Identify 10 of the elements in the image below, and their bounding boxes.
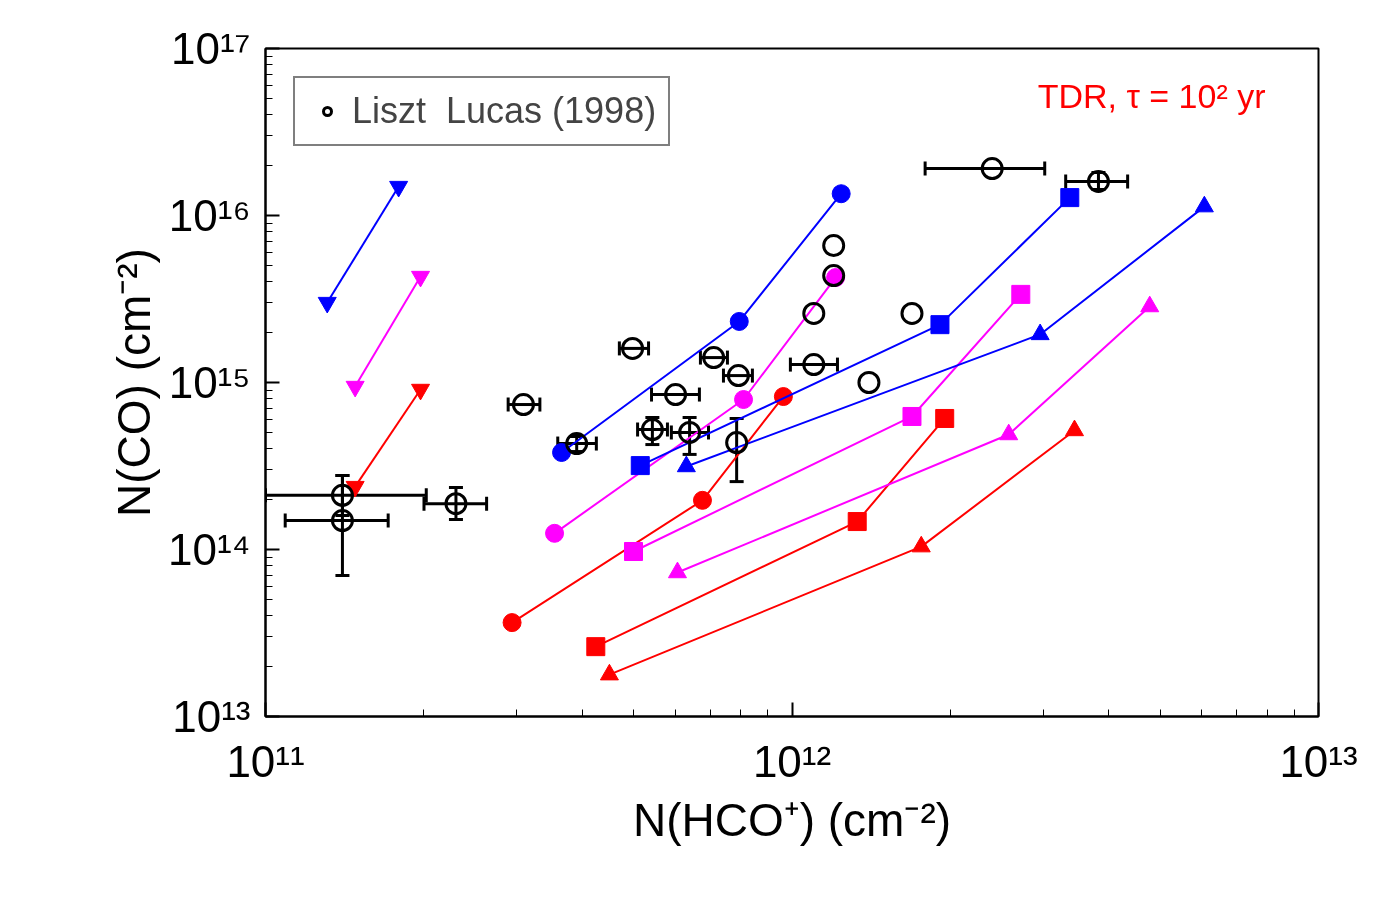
x-tick-label: 10¹³: [1279, 736, 1358, 786]
x-tick-label: 10¹²: [752, 736, 832, 786]
legend-label: Liszt Lucas (1998): [352, 90, 657, 132]
y-tick-label: 10¹⁷: [170, 24, 251, 73]
y-tick-label: 10¹⁵: [168, 358, 251, 407]
y-tick-label: 10¹⁴: [168, 525, 251, 574]
annotation: TDR, τ = 10² yr: [1037, 76, 1266, 115]
x-axis-title: N(HCO⁺) (cm⁻²): [632, 793, 952, 846]
y-tick-label: 10¹⁶: [168, 191, 251, 240]
y-axis-title: N(CO) (cm⁻²): [108, 248, 160, 517]
